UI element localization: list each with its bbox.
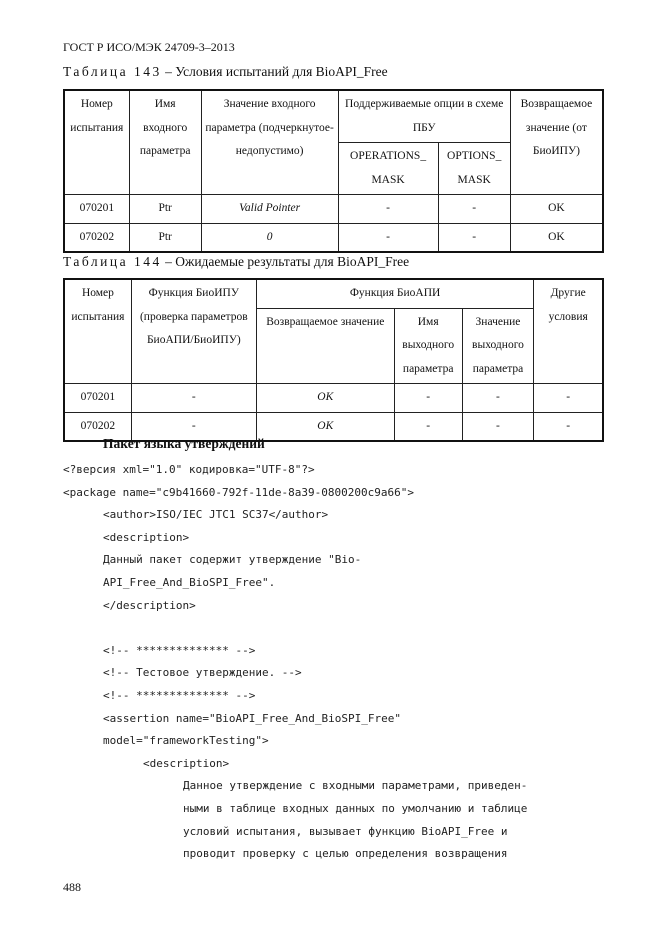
code-line: условий испытания, вызывает функцию BioA… <box>183 824 508 838</box>
code-line: <!-- ************** --> <box>103 689 256 702</box>
code-line: <?версия xml="1.0" кодировка="UTF-8"?> <box>63 463 315 476</box>
header-cell: Функция БиоАПИ <box>255 278 535 309</box>
code-line: <package name="c9b41660-792f-11de-8a39-0… <box>63 485 414 499</box>
code-line: <description> <box>103 530 190 544</box>
page-number: 488 <box>63 880 81 894</box>
table-row: 070201- OK - - - <box>63 383 604 413</box>
code-line: ными в таблице входных данных по умолчан… <box>183 802 528 815</box>
table-143-caption: Таблица 143 – Условия испытаний для BioA… <box>63 64 388 79</box>
header-cell: Поддерживаемые опции в схеме ПБУ <box>337 89 511 143</box>
header-cell: Возвращаемое значение <box>255 307 395 384</box>
table-144-caption: Таблица 144 – Ожидаемые результаты для B… <box>63 254 410 269</box>
header-cell: Функция БиоИПУ (проверка параметров БиоА… <box>130 278 257 384</box>
table-row: 070202- OK - - - <box>63 411 604 442</box>
header-cell: Номер испытания <box>63 278 132 384</box>
code-line: <description> <box>143 756 230 770</box>
code-line: <!-- Тестовое утверждение. --> <box>103 666 302 680</box>
code-line: Данный пакет содержит утверждение "Bio- <box>103 553 362 567</box>
table-row: 070202 Ptr 0- - OK <box>63 222 604 253</box>
table-row: 070201 Ptr Valid Pointer - - OK <box>63 194 604 224</box>
document-header: ГОСТ Р ИСО/МЭК 24709-3–2013 <box>63 40 235 54</box>
code-line: проводит проверку с целью определения во… <box>183 847 508 861</box>
header-cell: Имя входного параметра <box>128 89 202 195</box>
code-line: <author>ISO/IEC JTC1 SC37</author> <box>103 508 329 522</box>
header-cell: OPTIONS_ MASK <box>437 142 511 195</box>
header-cell: OPERATIONS_ MASK <box>337 142 439 195</box>
table-144: Номер испытания Функция БиоИПУ (проверка… <box>63 278 604 442</box>
header-cell: Номер испытания <box>63 89 130 195</box>
section-title: Пакет языка утверждений <box>103 436 265 451</box>
code-line: <assertion name="BioAPI_Free_And_BioSPI_… <box>103 711 402 725</box>
header-cell: Имя выходного параметра <box>393 307 463 384</box>
code-line: Данное утверждение с входными параметрам… <box>183 779 528 793</box>
header-cell: Возвращаемое значение (от БиоИПУ) <box>509 89 604 195</box>
header-cell: Значение входного параметра (подчеркнуто… <box>200 89 339 195</box>
code-line: <!-- ************** --> <box>103 643 256 657</box>
header-cell: Значение выходного параметра <box>461 307 535 384</box>
code-line: API_Free_And_BioSPI_Free". <box>103 576 276 589</box>
table-143: Номер испытания Имя входного параметра З… <box>63 89 604 253</box>
header-cell: Другие условия <box>533 278 604 384</box>
code-line: </description> <box>103 598 196 612</box>
code-line: model="frameworkTesting"> <box>103 734 269 748</box>
